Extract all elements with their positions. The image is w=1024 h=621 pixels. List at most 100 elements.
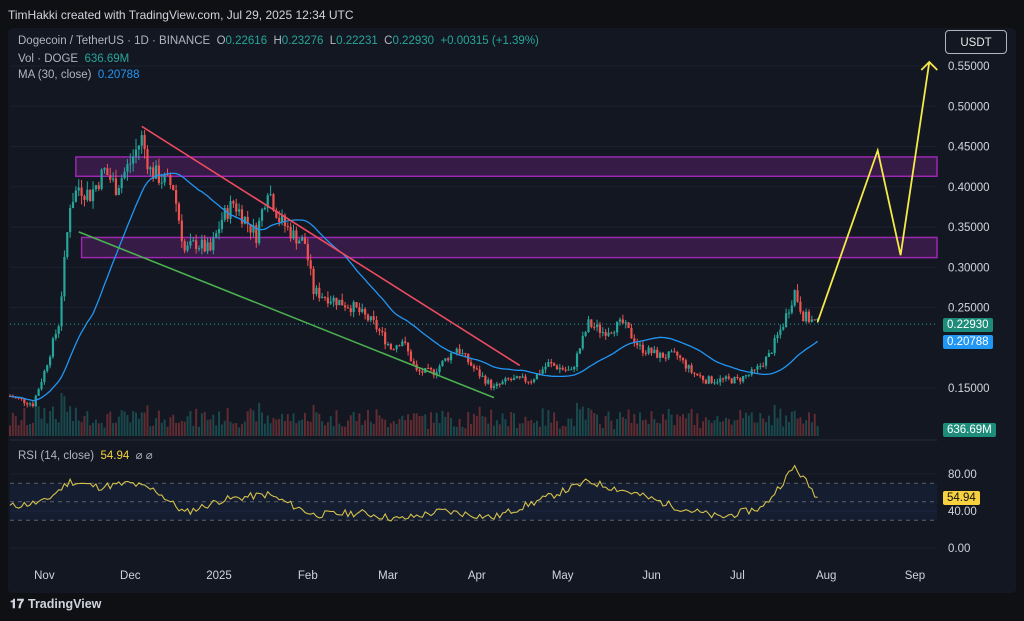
candle-body — [229, 201, 232, 219]
candle-body — [707, 376, 710, 384]
candle-body — [756, 366, 759, 370]
candle-body — [773, 338, 776, 354]
price-tick-label: 0.35000 — [948, 222, 990, 234]
volume-bar — [66, 411, 69, 436]
candle-body — [733, 377, 736, 384]
candle-body — [111, 178, 115, 180]
candle-body — [252, 225, 255, 233]
volume-bar — [349, 415, 352, 436]
volume-bar — [455, 426, 458, 436]
volume-bar — [533, 422, 536, 436]
candle-body — [283, 215, 287, 226]
candle-body — [409, 351, 413, 362]
volume-bar — [561, 425, 564, 436]
candle-body — [647, 347, 650, 354]
candle-body — [719, 378, 722, 383]
candle-body — [744, 375, 748, 377]
candle-body — [507, 378, 510, 380]
candle-body — [644, 352, 647, 354]
volume-bar — [329, 415, 332, 436]
candle-body — [278, 217, 281, 223]
currency-button[interactable]: USDT — [945, 30, 1007, 54]
candle-body — [578, 348, 581, 354]
candle-body — [782, 327, 785, 330]
volume-bar — [807, 412, 810, 436]
time-tick-label: Feb — [298, 570, 318, 582]
candle-body — [650, 347, 653, 354]
candle-body — [54, 333, 57, 339]
volume-bar — [782, 426, 785, 436]
candle-body — [813, 319, 816, 321]
candle-body — [341, 299, 344, 306]
candle-body — [323, 296, 327, 298]
candle-body — [172, 185, 175, 191]
volume-bar — [381, 418, 384, 436]
volume-bar — [490, 409, 493, 436]
volume-bar — [570, 418, 573, 436]
volume-bar — [261, 412, 264, 436]
candle-body — [48, 356, 52, 366]
volume-bar — [266, 415, 269, 436]
ma-line — [9, 172, 818, 402]
candle-body — [406, 342, 410, 352]
volume-bar — [653, 419, 656, 436]
volume-bar — [659, 423, 662, 436]
candle-body — [298, 240, 301, 244]
ma-label: MA (30, close) — [18, 69, 92, 81]
volume-bar — [109, 411, 112, 436]
volume-bar — [86, 411, 89, 436]
candle-body — [206, 242, 209, 252]
candle-body — [664, 357, 667, 359]
rsi-tick-label: 0.00 — [948, 543, 970, 555]
candle-body — [106, 168, 109, 176]
volume-bar — [249, 408, 252, 436]
volume-bar — [17, 425, 20, 436]
volume-bar — [215, 425, 218, 436]
high-label: H — [273, 35, 282, 47]
rsi-tag: 54.94 — [943, 491, 980, 505]
trendlines — [10, 60, 938, 399]
volume-bar — [137, 418, 140, 436]
candle-body — [255, 225, 258, 243]
candle-body — [584, 332, 587, 336]
purple-zones — [75, 156, 938, 259]
candle-body — [724, 376, 728, 379]
candle-body — [258, 220, 261, 243]
volume-bar — [92, 422, 95, 436]
time-tick-label: Dec — [120, 570, 141, 582]
rsi-visibility-icons[interactable]: ⌀ ⌀ — [135, 450, 153, 462]
candle-body — [143, 135, 146, 150]
volume-bar — [114, 422, 117, 436]
volume-bar — [404, 419, 407, 436]
grid — [10, 65, 937, 549]
candle-body — [498, 383, 501, 385]
volume-bar — [547, 410, 550, 436]
volume-bar — [26, 425, 29, 436]
brand-name: TradingView — [28, 597, 102, 611]
volume-bar — [11, 412, 14, 436]
volume-bar — [152, 425, 155, 436]
candle-body — [779, 329, 782, 335]
candle-body — [512, 378, 516, 381]
volume-bar — [573, 426, 576, 436]
volume-bar — [255, 421, 258, 436]
low-value: 0.22231 — [336, 35, 378, 47]
chart-area[interactable] — [8, 28, 1016, 593]
candle-body — [524, 376, 527, 382]
tradingview-logo[interactable]: 𝟏𝟕 TradingView — [10, 597, 101, 612]
candle-body — [166, 174, 169, 176]
candle-body — [369, 316, 372, 321]
candle-body — [710, 376, 713, 383]
volume-bar — [9, 425, 11, 436]
volume-bar — [452, 426, 455, 436]
candle-body — [384, 332, 387, 345]
candle-body — [633, 338, 636, 344]
volume-bar — [123, 411, 126, 436]
candle-body — [435, 372, 438, 376]
candle-body — [154, 165, 158, 179]
time-tick-label: Nov — [34, 570, 55, 582]
volume-bar — [699, 428, 702, 436]
rsi-tick-label: 80.00 — [948, 469, 977, 481]
